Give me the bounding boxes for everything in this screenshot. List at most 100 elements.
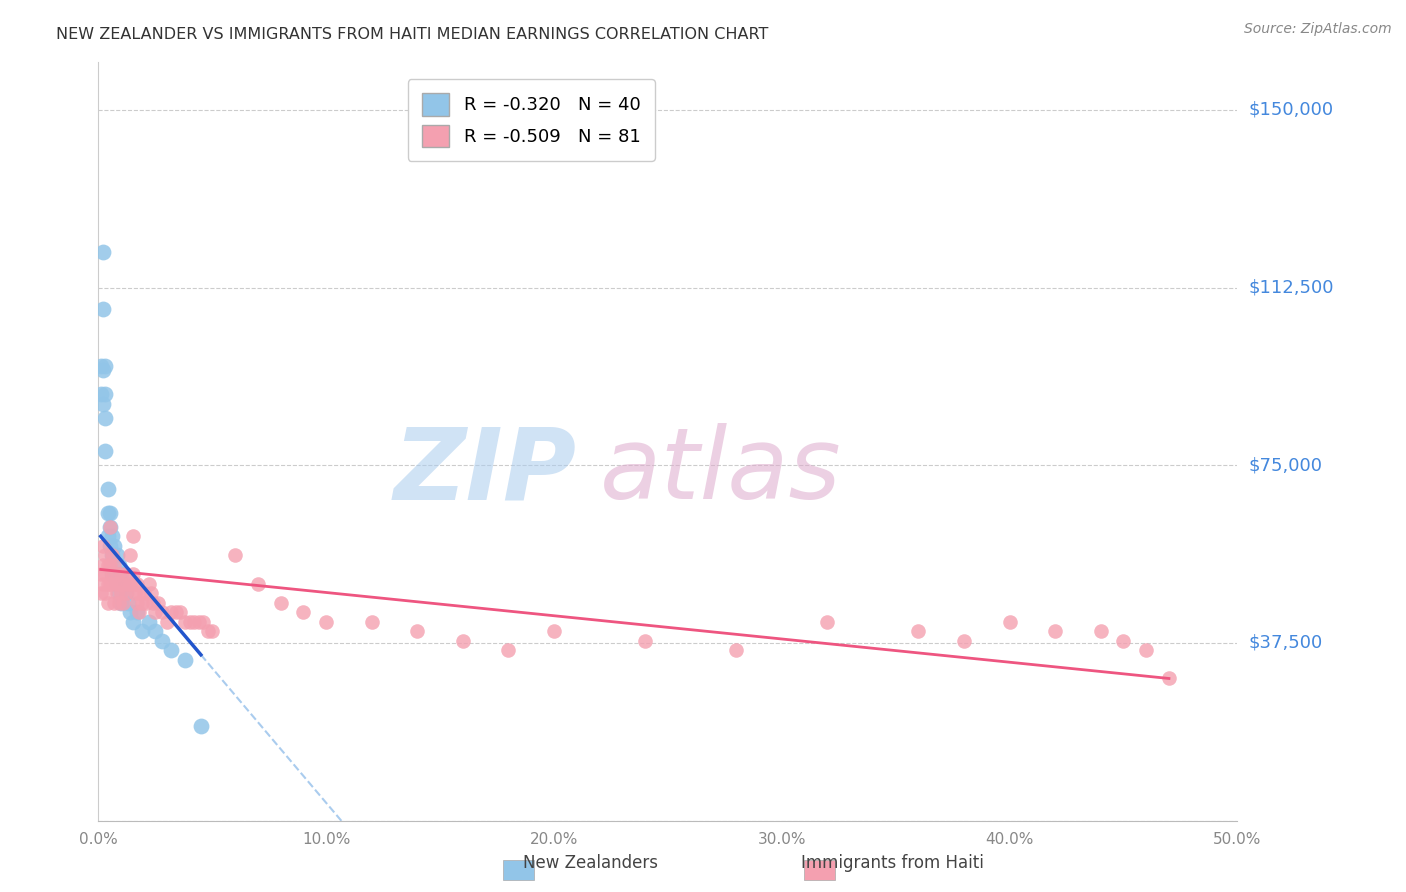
Point — [160, 605, 183, 619]
Point — [156, 615, 179, 629]
Point — [139, 586, 162, 600]
Point — [197, 624, 219, 639]
Point — [105, 576, 128, 591]
Point — [128, 605, 150, 619]
Text: $112,500: $112,500 — [1249, 278, 1334, 296]
Point — [103, 539, 125, 553]
Point — [1090, 624, 1112, 639]
Point — [105, 548, 128, 563]
Point — [406, 624, 429, 639]
Point — [124, 586, 146, 600]
Point — [101, 567, 124, 582]
Point — [150, 605, 173, 619]
Point — [146, 596, 169, 610]
Point — [91, 576, 114, 591]
Point — [120, 576, 142, 591]
Point — [138, 576, 160, 591]
Point — [98, 520, 121, 534]
Point — [91, 363, 114, 377]
Point — [112, 576, 135, 591]
Point — [98, 506, 121, 520]
Point — [103, 558, 125, 572]
Point — [101, 548, 124, 563]
Point — [91, 539, 114, 553]
Point — [110, 567, 132, 582]
Point — [91, 396, 114, 410]
Point — [169, 605, 191, 619]
Point — [121, 615, 143, 629]
Point — [193, 615, 215, 629]
Point — [96, 576, 118, 591]
Text: NEW ZEALANDER VS IMMIGRANTS FROM HAITI MEDIAN EARNINGS CORRELATION CHART: NEW ZEALANDER VS IMMIGRANTS FROM HAITI M… — [56, 27, 769, 42]
Point — [96, 482, 118, 496]
Text: Source: ZipAtlas.com: Source: ZipAtlas.com — [1244, 22, 1392, 37]
Point — [110, 586, 132, 600]
Point — [451, 633, 474, 648]
Point — [91, 244, 114, 259]
Point — [110, 596, 132, 610]
Point — [94, 567, 117, 582]
Point — [114, 586, 136, 600]
Point — [246, 576, 269, 591]
Point — [108, 558, 131, 572]
Point — [127, 596, 149, 610]
Point — [90, 586, 112, 600]
Point — [101, 548, 124, 563]
Point — [103, 567, 125, 582]
Point — [1157, 672, 1180, 686]
Point — [94, 548, 117, 563]
Point — [103, 576, 125, 591]
Point — [124, 576, 146, 591]
Text: Immigrants from Haiti: Immigrants from Haiti — [801, 855, 984, 872]
Point — [224, 548, 246, 563]
Point — [315, 615, 337, 629]
Point — [90, 387, 112, 401]
Point — [1043, 624, 1066, 639]
Point — [498, 643, 520, 657]
Point — [108, 586, 131, 600]
Point — [145, 605, 167, 619]
Point — [183, 615, 205, 629]
Point — [98, 576, 121, 591]
Point — [98, 539, 121, 553]
Point — [907, 624, 929, 639]
Point — [165, 605, 187, 619]
Point — [103, 596, 125, 610]
Point — [543, 624, 565, 639]
Point — [725, 643, 748, 657]
Point — [112, 576, 135, 591]
Point — [98, 558, 121, 572]
Point — [96, 558, 118, 572]
Point — [121, 529, 143, 543]
Point — [120, 605, 142, 619]
Point — [96, 529, 118, 543]
Point — [91, 558, 114, 572]
Point — [1112, 633, 1135, 648]
Point — [98, 520, 121, 534]
Point — [128, 586, 150, 600]
Point — [360, 615, 382, 629]
Point — [127, 576, 149, 591]
Point — [114, 586, 136, 600]
Text: $75,000: $75,000 — [1249, 456, 1323, 475]
Point — [292, 605, 315, 619]
Point — [120, 548, 142, 563]
Point — [131, 596, 153, 610]
Point — [91, 301, 114, 316]
Point — [201, 624, 224, 639]
Point — [815, 615, 838, 629]
Point — [174, 652, 197, 666]
Point — [190, 719, 212, 733]
Point — [135, 596, 157, 610]
Point — [131, 624, 153, 639]
Point — [117, 576, 139, 591]
Point — [90, 567, 112, 582]
Point — [142, 596, 165, 610]
Point — [114, 567, 136, 582]
Point — [127, 605, 149, 619]
Point — [101, 567, 124, 582]
Point — [94, 586, 117, 600]
Point — [105, 567, 128, 582]
Point — [270, 596, 292, 610]
Point — [94, 410, 117, 425]
